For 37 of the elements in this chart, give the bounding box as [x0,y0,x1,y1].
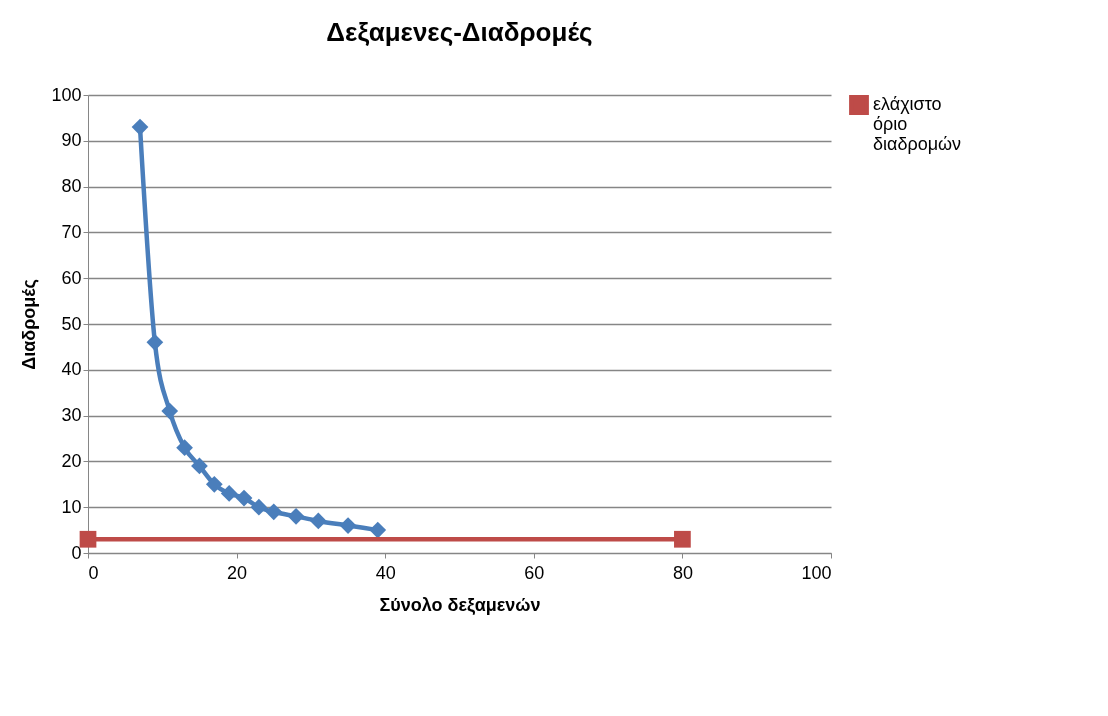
y-tick-label: 80 [61,176,82,197]
x-tick-label: 80 [672,562,693,583]
x-tick-label: 0 [88,562,99,583]
y-tick-label: 20 [61,450,82,471]
y-tick-label: 30 [61,405,82,426]
x-tick-label: 60 [524,562,545,583]
point [287,507,305,525]
x-tick-label: 20 [227,562,248,583]
legend-label: ελάχιστο όριο διαδρομών [873,94,962,154]
point [674,530,691,548]
point [176,439,193,457]
y-axis-title: Διαδρομές [19,279,40,370]
point [146,333,164,351]
y-tick-label: 60 [61,267,82,288]
point [191,457,208,475]
point [369,521,387,539]
point [235,489,253,507]
y-tick-label: 100 [51,84,82,105]
y-tick-label: 90 [61,130,82,151]
y-tick-label: 40 [61,359,82,380]
x-tick-label: 100 [801,562,832,583]
y-tick-label: 0 [71,542,82,563]
y-tick-label: 50 [61,313,82,334]
point [265,503,283,521]
point [250,498,268,516]
y-tick-label: 10 [61,496,82,517]
point [309,512,327,530]
point [339,517,357,534]
x-axis-title: Σύνολο δεξαμενών [379,594,541,616]
point [220,485,238,502]
x-tick-label: 40 [375,562,396,583]
point [131,118,149,136]
point [79,530,97,548]
chart-title: Δεξαμενες-Διαδρομές [326,17,593,47]
point [161,402,179,420]
y-tick-label: 70 [61,221,82,242]
point [205,475,223,493]
